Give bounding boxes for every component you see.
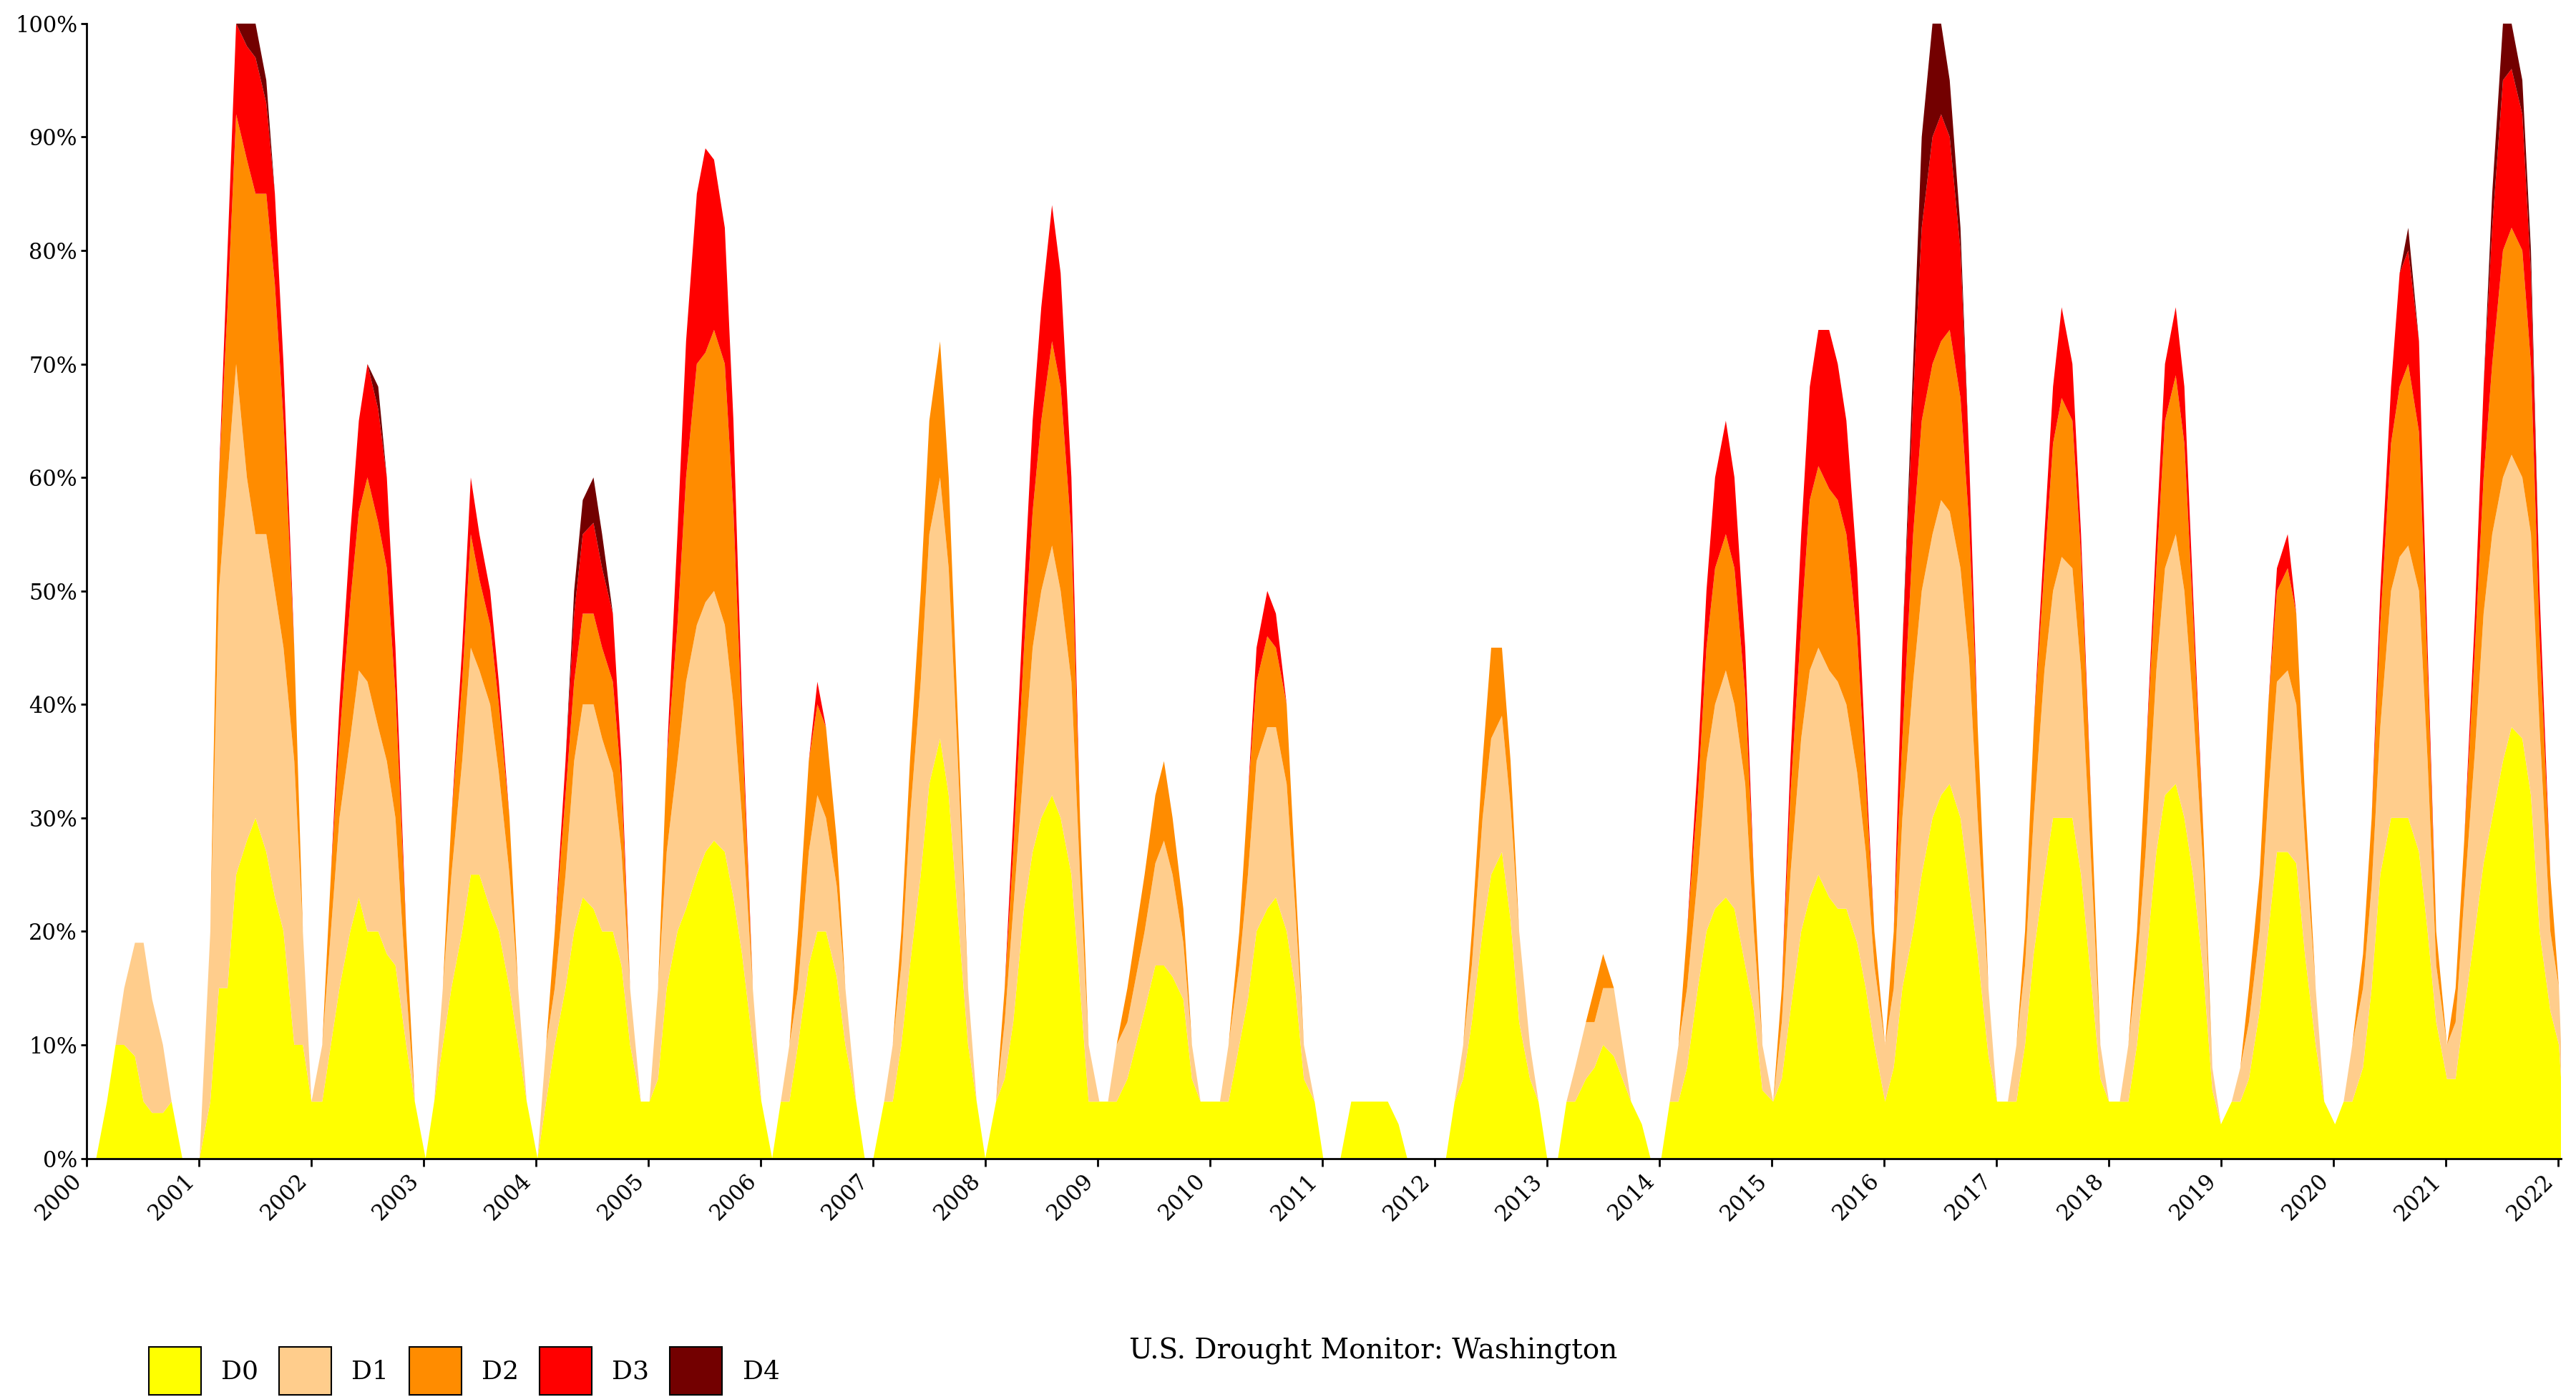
Text: U.S. Drought Monitor: Washington: U.S. Drought Monitor: Washington xyxy=(1128,1338,1618,1365)
Legend: D0, D1, D2, D3, D4: D0, D1, D2, D3, D4 xyxy=(149,1347,781,1396)
